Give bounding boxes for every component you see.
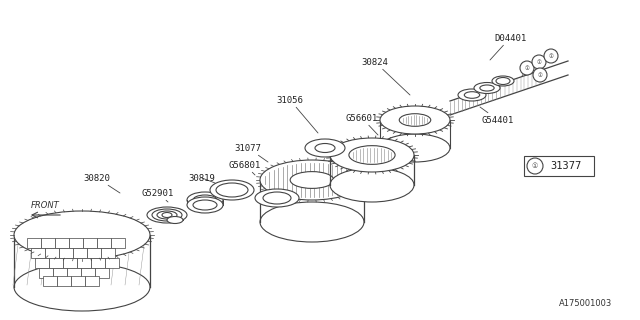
- Polygon shape: [43, 276, 57, 286]
- Text: 30824: 30824: [362, 58, 410, 95]
- Text: 30819: 30819: [189, 173, 216, 183]
- Text: ①: ①: [536, 60, 541, 65]
- Text: 31077: 31077: [235, 143, 268, 162]
- Polygon shape: [49, 258, 63, 268]
- Ellipse shape: [14, 211, 150, 259]
- Polygon shape: [83, 238, 97, 248]
- Text: G54401: G54401: [480, 107, 514, 124]
- Polygon shape: [87, 248, 101, 258]
- Text: G56801: G56801: [229, 161, 261, 175]
- Polygon shape: [73, 248, 87, 258]
- Text: A175001003: A175001003: [559, 299, 612, 308]
- Polygon shape: [57, 276, 71, 286]
- Text: G52901: G52901: [142, 188, 174, 202]
- Ellipse shape: [167, 217, 183, 223]
- Ellipse shape: [464, 92, 480, 98]
- Polygon shape: [77, 258, 91, 268]
- Ellipse shape: [290, 172, 334, 188]
- Polygon shape: [67, 268, 81, 278]
- Polygon shape: [105, 258, 119, 268]
- Polygon shape: [53, 268, 67, 278]
- Ellipse shape: [167, 209, 183, 215]
- Polygon shape: [69, 238, 83, 248]
- Text: ①: ①: [532, 163, 538, 169]
- FancyBboxPatch shape: [524, 156, 594, 176]
- Ellipse shape: [349, 146, 395, 164]
- Text: 31056: 31056: [276, 95, 318, 133]
- Polygon shape: [41, 238, 55, 248]
- Ellipse shape: [260, 160, 364, 200]
- Polygon shape: [85, 276, 99, 286]
- Text: 31377: 31377: [550, 161, 582, 171]
- Ellipse shape: [520, 61, 534, 75]
- Ellipse shape: [492, 76, 514, 86]
- Polygon shape: [91, 258, 105, 268]
- Ellipse shape: [380, 134, 450, 162]
- Polygon shape: [31, 248, 45, 258]
- Ellipse shape: [157, 211, 177, 219]
- Polygon shape: [27, 238, 41, 248]
- Text: G56601: G56601: [346, 114, 378, 135]
- Polygon shape: [71, 276, 85, 286]
- Polygon shape: [81, 268, 95, 278]
- Ellipse shape: [193, 200, 217, 210]
- Ellipse shape: [380, 106, 450, 134]
- Polygon shape: [35, 258, 49, 268]
- Polygon shape: [63, 258, 77, 268]
- Ellipse shape: [263, 192, 291, 204]
- Text: ①: ①: [525, 66, 529, 70]
- Ellipse shape: [532, 55, 546, 69]
- Text: ①: ①: [548, 53, 554, 59]
- Ellipse shape: [187, 197, 223, 213]
- Ellipse shape: [399, 114, 431, 126]
- Ellipse shape: [193, 195, 217, 205]
- Polygon shape: [101, 248, 115, 258]
- Ellipse shape: [315, 143, 335, 153]
- Polygon shape: [95, 268, 109, 278]
- Ellipse shape: [458, 89, 486, 101]
- Polygon shape: [55, 238, 69, 248]
- Polygon shape: [59, 248, 73, 258]
- Polygon shape: [97, 238, 111, 248]
- Ellipse shape: [14, 263, 150, 311]
- Polygon shape: [45, 248, 59, 258]
- Ellipse shape: [255, 189, 299, 207]
- Ellipse shape: [527, 158, 543, 174]
- Text: D04401: D04401: [490, 34, 526, 60]
- Ellipse shape: [210, 180, 254, 200]
- Ellipse shape: [480, 85, 494, 91]
- Text: ①: ①: [538, 73, 543, 77]
- Ellipse shape: [147, 207, 187, 223]
- Ellipse shape: [474, 83, 500, 93]
- Ellipse shape: [216, 183, 248, 197]
- Ellipse shape: [162, 212, 172, 218]
- Ellipse shape: [330, 138, 414, 172]
- Ellipse shape: [533, 68, 547, 82]
- Ellipse shape: [152, 209, 182, 221]
- Text: 30820: 30820: [84, 173, 120, 193]
- Polygon shape: [39, 268, 53, 278]
- Ellipse shape: [544, 49, 558, 63]
- Ellipse shape: [187, 192, 223, 208]
- Ellipse shape: [260, 202, 364, 242]
- Ellipse shape: [496, 77, 510, 84]
- Ellipse shape: [330, 168, 414, 202]
- Text: FRONT: FRONT: [31, 201, 60, 210]
- Polygon shape: [111, 238, 125, 248]
- Ellipse shape: [305, 139, 345, 157]
